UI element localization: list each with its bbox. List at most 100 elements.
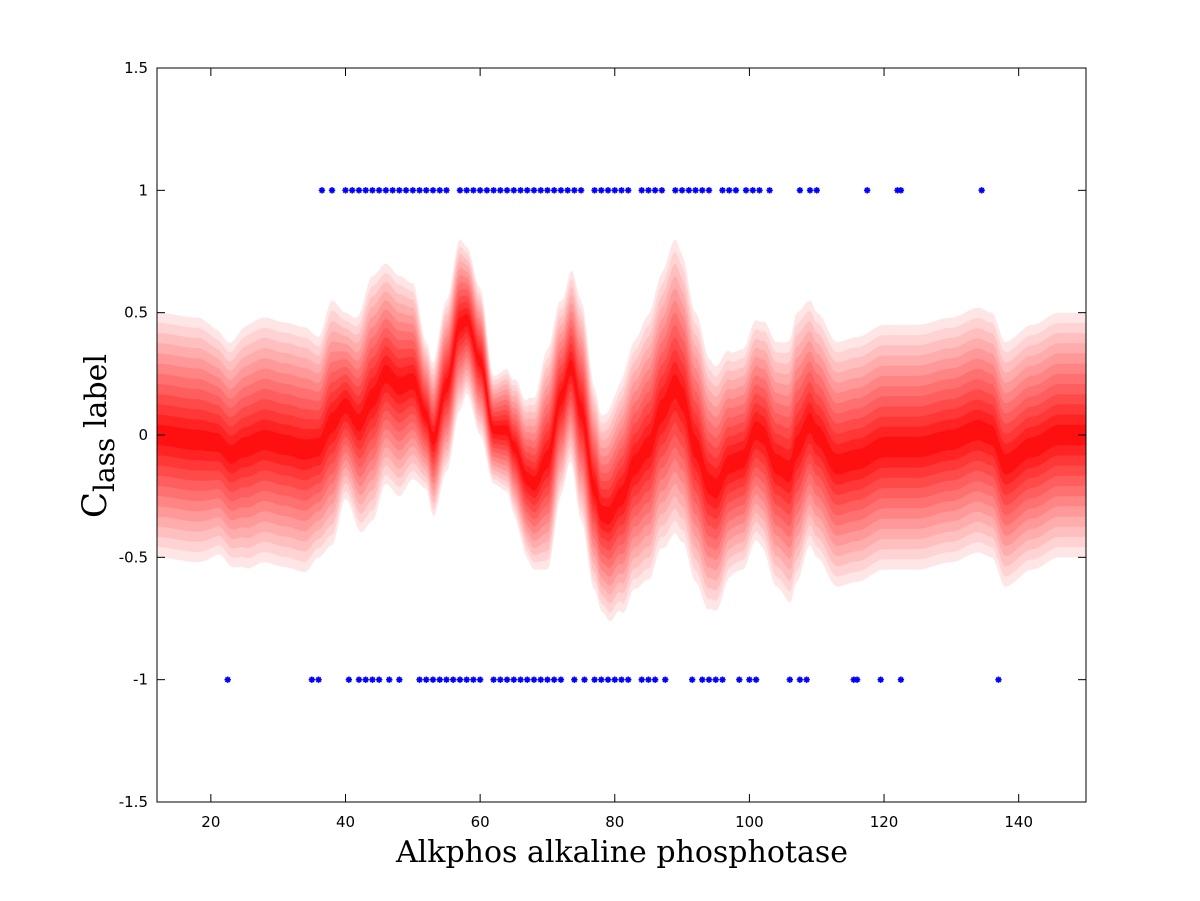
point-class-1: [402, 187, 410, 194]
y-tick-label: 0: [138, 426, 148, 444]
y-axis-label-space: [79, 428, 114, 438]
point-class-neg1: [456, 676, 464, 683]
point-class-neg1: [719, 676, 726, 683]
point-class-neg1: [308, 676, 316, 683]
point-class-1: [813, 187, 820, 194]
point-class-neg1: [396, 676, 403, 683]
class-neg1-points: [224, 676, 1002, 683]
point-class-1: [591, 187, 598, 194]
point-class-neg1: [416, 676, 423, 683]
point-class-1: [318, 187, 326, 194]
point-class-1: [638, 187, 645, 194]
point-class-neg1: [497, 676, 504, 683]
point-class-1: [577, 187, 585, 194]
point-class-1: [490, 187, 497, 194]
point-class-neg1: [510, 676, 517, 683]
y-tick-label: -0.5: [119, 548, 148, 566]
x-tick-label: 20: [201, 813, 220, 831]
y-axis-label-lass: lass: [88, 438, 121, 492]
point-class-1: [658, 187, 666, 194]
point-class-neg1: [450, 676, 457, 683]
point-class-neg1: [736, 676, 743, 683]
band-level-12: [157, 314, 1086, 525]
point-class-neg1: [662, 676, 669, 683]
point-class-neg1: [557, 676, 565, 683]
point-class-1: [456, 187, 464, 194]
y-axis-label-c: C: [75, 492, 115, 518]
point-class-neg1: [544, 676, 551, 683]
point-class-1: [894, 187, 901, 194]
point-class-neg1: [651, 676, 659, 683]
x-tick-label: 140: [1004, 813, 1033, 831]
axis-ticks: [157, 67, 1086, 803]
point-class-1: [550, 187, 558, 194]
point-class-neg1: [796, 676, 804, 683]
point-class-neg1: [645, 676, 652, 683]
x-tick-label: 80: [605, 813, 624, 831]
x-tick-label: 100: [735, 813, 764, 831]
point-class-1: [476, 187, 484, 194]
point-class-neg1: [803, 676, 810, 683]
y-tick-label: -1: [133, 671, 148, 689]
point-class-neg1: [699, 676, 706, 683]
class-1-points: [318, 187, 985, 194]
point-class-neg1: [224, 676, 231, 683]
point-class-1: [503, 187, 511, 194]
point-class-neg1: [386, 676, 393, 683]
y-tick-labels: 1.5 1 0.5 0 -0.5 -1 -1.5: [119, 59, 148, 811]
point-class-1: [396, 187, 403, 194]
point-class-1: [766, 187, 773, 194]
point-class-1: [369, 187, 376, 194]
point-class-1: [355, 187, 363, 194]
point-class-1: [699, 187, 706, 194]
point-class-neg1: [524, 676, 531, 683]
point-class-1: [362, 187, 369, 194]
point-class-1: [806, 187, 814, 194]
band-level-11: [157, 307, 1086, 533]
point-class-neg1: [476, 676, 484, 683]
point-class-1: [382, 187, 390, 194]
point-class-1: [645, 187, 652, 194]
point-class-1: [483, 187, 491, 194]
y-axis-label-label: label: [79, 354, 114, 428]
point-class-1: [328, 187, 336, 194]
point-class-1: [611, 187, 618, 194]
point-class-1: [463, 187, 470, 194]
point-class-1: [864, 187, 871, 194]
point-class-neg1: [345, 676, 353, 683]
point-class-1: [530, 187, 538, 194]
point-class-neg1: [537, 676, 544, 683]
point-class-1: [719, 187, 726, 194]
point-class-1: [564, 187, 571, 194]
y-tick-label: -1.5: [119, 793, 148, 811]
point-class-1: [544, 187, 551, 194]
point-class-1: [375, 187, 383, 194]
point-class-1: [571, 187, 578, 194]
point-class-1: [732, 187, 740, 194]
y-tick-label: 0.5: [124, 304, 148, 322]
point-class-1: [436, 187, 443, 194]
point-class-1: [497, 187, 504, 194]
point-class-1: [598, 187, 605, 194]
point-class-1: [429, 187, 437, 194]
point-class-1: [557, 187, 565, 194]
plot-area: [156, 67, 1087, 803]
point-class-1: [749, 187, 756, 194]
point-class-neg1: [423, 676, 430, 683]
x-axis-label: Alkphos alkaline phosphotase: [395, 835, 848, 870]
x-tick-labels: 20 40 60 80 100 120 140: [201, 813, 1033, 831]
x-tick-label: 60: [471, 813, 490, 831]
point-class-1: [651, 187, 659, 194]
point-class-neg1: [850, 676, 857, 683]
point-class-neg1: [571, 676, 578, 683]
point-class-neg1: [503, 676, 511, 683]
point-class-neg1: [604, 676, 612, 683]
point-class-neg1: [443, 676, 450, 683]
point-class-neg1: [490, 676, 497, 683]
point-class-neg1: [638, 676, 645, 683]
x-tick-label: 40: [336, 813, 355, 831]
x-tick-label: 120: [870, 813, 899, 831]
point-class-1: [625, 187, 632, 194]
point-class-1: [409, 187, 417, 194]
